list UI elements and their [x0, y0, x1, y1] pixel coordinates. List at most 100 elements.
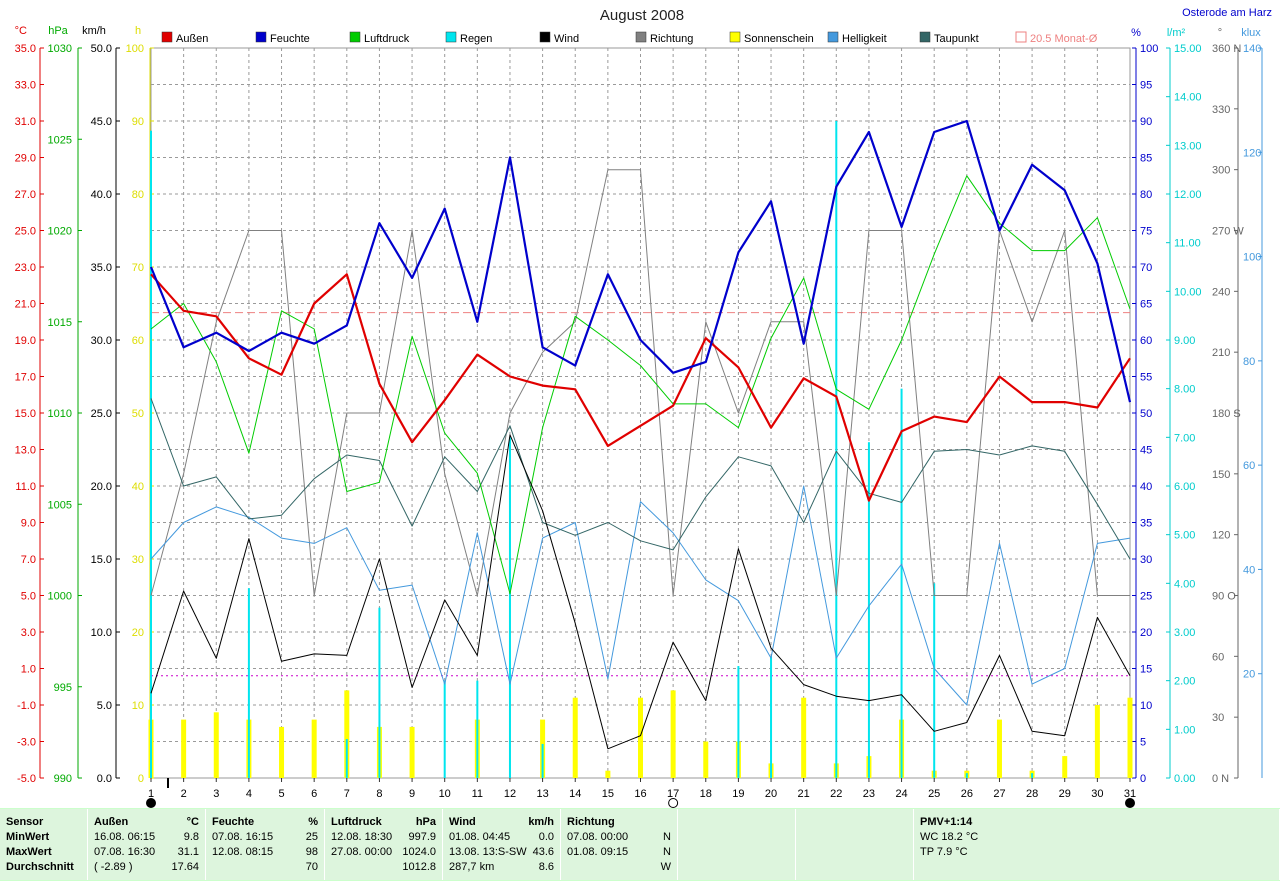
legend-label: Feuchte [270, 33, 310, 45]
wind-avg-value: 8.6 [538, 861, 554, 873]
humidity-unit-label: % [1131, 27, 1141, 39]
sensor-row-max: MaxWert [6, 846, 52, 858]
direction-axis-tick-label: 300 [1212, 165, 1230, 177]
pressure-axis-tick-label: 1000 [48, 591, 72, 603]
rain-bar [476, 680, 479, 778]
sunshine-bar [572, 697, 578, 778]
x-tick-label: 11 [472, 788, 483, 800]
sun-axis-tick-label: 40 [132, 481, 144, 493]
x-tick-label: 14 [569, 788, 581, 800]
direction-axis-tick-label: 120 [1212, 530, 1230, 542]
sun-axis-tick-label: 100 [126, 43, 144, 55]
pmv-title: PMV+1:14 [920, 816, 973, 828]
humidity-axis-tick-label: 35 [1140, 518, 1152, 530]
direction-unit-label: ° [1218, 27, 1222, 39]
location-label: Osterode am Harz [1182, 7, 1272, 19]
direction-axis-tick-label: 210 [1212, 347, 1230, 359]
legend-label: Richtung [650, 33, 693, 45]
luftdruck-avg-value: 1012.8 [402, 861, 436, 873]
rain-bar [247, 588, 250, 778]
humidity-axis-tick-label: 80 [1140, 189, 1152, 201]
sunshine-bar [801, 697, 807, 778]
temp-axis-tick-label: 9.0 [21, 518, 36, 530]
new-moon-icon [146, 798, 156, 808]
rain-bar [443, 680, 446, 778]
temp-axis-tick-label: 23.0 [15, 262, 36, 274]
sun-axis-tick-label: 90 [132, 116, 144, 128]
temp-axis-tick-label: 1.0 [21, 664, 36, 676]
rain-bar [965, 773, 968, 778]
aussen-unit: °C [186, 816, 199, 828]
feuchte-min-date: 07.08. 16:15 [212, 831, 274, 843]
pressure-axis-tick-label: 995 [54, 682, 72, 694]
temp-axis-tick-label: -1.0 [17, 700, 36, 712]
sun-unit-label: h [135, 25, 141, 37]
x-tick-label: 15 [602, 788, 614, 800]
sun-axis-tick-label: 50 [132, 408, 144, 420]
x-tick-label: 21 [798, 788, 810, 800]
temp-unit-label: °C [15, 25, 27, 37]
temp-axis-tick-label: -5.0 [17, 773, 36, 785]
light-unit-label: klux [1241, 27, 1261, 39]
luftdruck-min-value: 997.9 [408, 831, 436, 843]
stats-luftdruck: Luftdruck hPa 12.08. 18:30 997.9 27.08. 00… [325, 809, 443, 880]
rain-bar [867, 442, 870, 778]
x-tick-label: 1 [148, 788, 154, 800]
legend-swatch [349, 31, 361, 43]
wind-axis-tick-label: 20.0 [91, 481, 112, 493]
legend-swatch [635, 31, 647, 43]
legend-label: 20.5 Monat-Ø [1030, 33, 1098, 45]
luftdruck-min-date: 12.08. 18:30 [331, 831, 393, 843]
pressure-axis-tick-label: 1020 [48, 226, 72, 238]
light-axis-tick-label: 40 [1243, 564, 1255, 576]
rain-axis-tick-label: 14.00 [1174, 92, 1202, 104]
rain-bar [1031, 773, 1034, 778]
feuchte-unit: % [308, 816, 318, 828]
richtung-min-date: 07.08. 00:00 [567, 831, 629, 843]
x-tick-label: 6 [311, 788, 317, 800]
sensor-title: Sensor [6, 816, 44, 828]
legend-label: Helligkeit [842, 33, 887, 45]
legend-label: Luftdruck [364, 33, 410, 45]
humidity-axis-tick-label: 20 [1140, 627, 1152, 639]
legend-swatch [539, 31, 551, 43]
temp-axis-tick-label: 7.0 [21, 554, 36, 566]
feuchte-min-value: 25 [305, 831, 318, 843]
aussen-min-value: 9.8 [183, 831, 199, 843]
stats-pmv: PMV+1:14 WC 18.2 °C TP 7.9 °C [914, 809, 1280, 880]
pressure-axis-tick-label: 1010 [48, 408, 72, 420]
sunshine-bar [181, 719, 187, 778]
light-axis-tick-label: 80 [1243, 356, 1255, 368]
direction-axis-tick-label: 360 N [1212, 43, 1241, 55]
richtung-title: Richtung [567, 816, 615, 828]
sensor-row-avg: Durchschnitt [6, 861, 74, 873]
series-line-feuchte [149, 119, 1132, 403]
feuchte-avg-value: 70 [305, 861, 318, 873]
x-tick-label: 31 [1124, 788, 1136, 800]
temp-axis-tick-label: 29.0 [15, 153, 36, 165]
series-line-richtung [150, 169, 1130, 596]
temp-axis-tick-label: 27.0 [15, 189, 36, 201]
light-axis-tick-label: 140 [1243, 43, 1261, 55]
rain-axis-tick-label: 11.00 [1174, 238, 1201, 250]
rain-axis-tick-label: 15.00 [1174, 43, 1202, 55]
aussen-max-value: 31.1 [177, 846, 199, 858]
sun-axis-tick-label: 70 [132, 262, 144, 274]
humidity-axis-tick-label: 5 [1140, 737, 1146, 749]
rain-axis-tick-label: 13.00 [1174, 140, 1202, 152]
humidity-axis-tick-label: 75 [1140, 226, 1152, 238]
legend-label: Taupunkt [934, 33, 979, 45]
x-tick-label: 8 [376, 788, 382, 800]
rain-unit-label: l/m² [1167, 27, 1186, 39]
humidity-axis-tick-label: 95 [1140, 80, 1152, 92]
wind-axis-tick-label: 25.0 [91, 408, 112, 420]
stats-empty-2 [796, 809, 914, 880]
legend: Außen Feuchte Luftdruck Regen Wind Richtung So… [161, 31, 1098, 45]
legend-swatch [827, 31, 839, 43]
temp-axis-tick-label: 3.0 [21, 627, 36, 639]
x-tick-label: 22 [830, 788, 842, 800]
x-tick-label: 25 [928, 788, 940, 800]
wind-axis-tick-label: 10.0 [91, 627, 112, 639]
direction-axis-tick-label: 180 S [1212, 408, 1241, 420]
x-tick-label: 19 [732, 788, 744, 800]
